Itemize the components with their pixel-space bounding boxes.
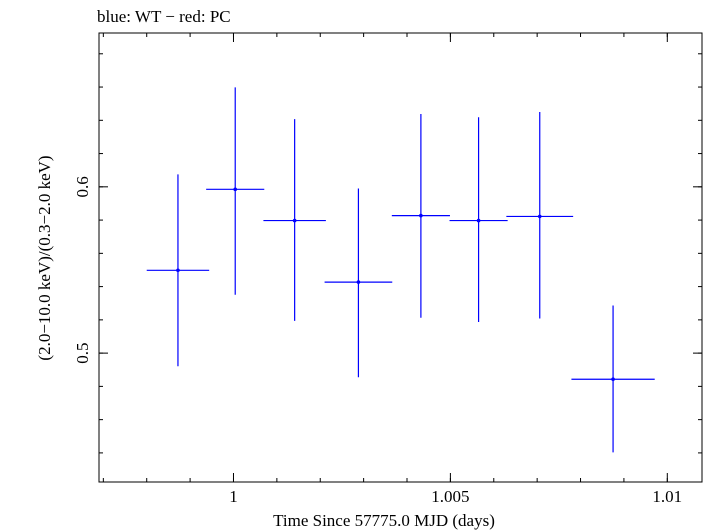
point-marker (176, 268, 180, 273)
point-marker (292, 218, 297, 223)
data-point (146, 174, 210, 367)
y-tick-label: 0.6 (73, 176, 92, 197)
point-marker (356, 280, 361, 284)
y-axis-ticks: 0.5 0.6 (73, 176, 702, 364)
x-tick-label: 1.005 (431, 487, 469, 506)
data-point (506, 111, 574, 319)
data-point (391, 113, 450, 318)
point-marker (233, 187, 238, 192)
point-marker (476, 218, 481, 223)
minor-ticks (99, 33, 702, 482)
data-point (263, 119, 326, 321)
y-axis-title: (2.0−10.0 keV)/(0.3−2.0 keV) (35, 155, 54, 360)
x-axis-ticks: 1 1.005 1.01 (229, 33, 682, 506)
data-point (206, 87, 265, 295)
x-tick-label: 1 (229, 487, 238, 506)
point-marker (419, 213, 423, 218)
data-point (324, 188, 393, 378)
x-axis-title: Time Since 57775.0 MJD (days) (273, 511, 495, 530)
data-point (571, 305, 655, 453)
point-marker (537, 214, 542, 219)
chart-title: blue: WT − red: PC (97, 7, 231, 26)
data-point (449, 117, 508, 323)
y-tick-label: 0.5 (73, 342, 92, 363)
point-marker (611, 377, 615, 382)
data-series-wt (146, 87, 655, 453)
x-tick-label: 1.01 (652, 487, 682, 506)
plot-frame (98, 32, 703, 483)
